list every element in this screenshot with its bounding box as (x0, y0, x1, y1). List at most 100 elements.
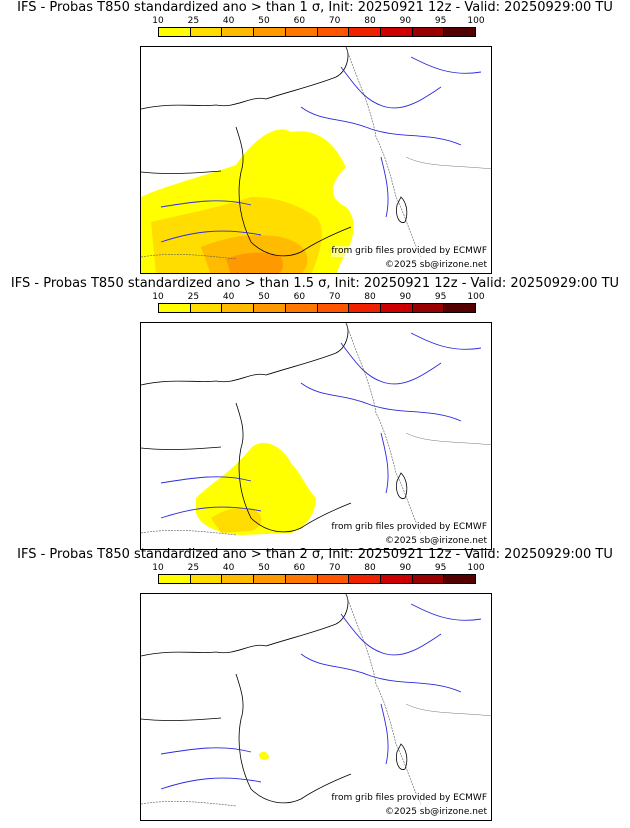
legend-swatch (254, 575, 286, 583)
border (405, 432, 491, 446)
river (160, 230, 262, 243)
river (300, 653, 462, 693)
legend-swatch (254, 28, 286, 36)
color-legend: 10 25 40 50 60 70 80 90 95 100 (152, 16, 485, 40)
legend-swatch (412, 304, 445, 312)
legend-swatch (285, 575, 318, 583)
river (160, 747, 252, 755)
legend-tick-label: 95 (434, 16, 447, 26)
legend-tick-label: 10 (152, 563, 164, 573)
legend-tick-label: 90 (399, 16, 412, 26)
island-corsica (396, 196, 408, 223)
source-credit: from grib files provided by ECMWF (331, 793, 487, 804)
legend-swatch (349, 575, 381, 583)
legend-tick-label: 50 (258, 563, 270, 573)
panel-1sigma: IFS - Probas T850 standardized ano > tha… (0, 0, 630, 276)
legend-swatch (159, 575, 191, 583)
legend-swatch (222, 304, 255, 312)
river (340, 342, 442, 385)
border (405, 156, 491, 170)
legend-tick-label: 95 (434, 563, 447, 573)
legend-swatch (412, 575, 445, 583)
legend-swatch (412, 28, 445, 36)
map-canvas (141, 594, 491, 807)
legend-tick-label: 100 (467, 563, 485, 573)
prob-area-10 (259, 751, 269, 761)
legend-tick-label: 80 (364, 563, 376, 573)
legend-swatch (317, 304, 350, 312)
panel-1-5sigma: IFS - Probas T850 standardized ano > tha… (0, 276, 630, 552)
coastline (141, 594, 349, 657)
prob-area-50 (226, 252, 284, 273)
legend-tick-label: 90 (399, 563, 412, 573)
legend-swatch (317, 575, 350, 583)
coastline (141, 717, 222, 721)
legend-ticks: 10 25 40 50 60 70 80 90 95 100 (152, 292, 484, 302)
legend-tick-label: 90 (399, 292, 412, 302)
legend-swatch (380, 304, 413, 312)
river (410, 603, 482, 621)
legend-swatch (190, 575, 223, 583)
coastline (141, 446, 222, 450)
panel-title: IFS - Probas T850 standardized ano > tha… (17, 0, 613, 15)
legend-tick-label: 10 (152, 292, 164, 302)
river (340, 66, 442, 109)
legend-bar (158, 303, 476, 313)
border (345, 594, 422, 805)
river (340, 613, 442, 656)
river (380, 432, 389, 494)
legend-tick-label: 10 (152, 16, 164, 26)
border (141, 254, 237, 260)
legend-tick-label: 40 (222, 563, 235, 573)
coastline (235, 126, 352, 257)
legend-swatch (159, 304, 191, 312)
probability-map: from grib files provided by ECMWF ©2025 … (140, 322, 492, 550)
river (300, 106, 462, 146)
legend-swatch (444, 304, 476, 312)
legend-tick-label: 40 (222, 292, 235, 302)
legend-tick-label: 95 (434, 292, 447, 302)
legend-tick-label: 40 (222, 16, 235, 26)
legend-tick-label: 100 (467, 16, 485, 26)
legend-swatch (285, 304, 318, 312)
legend-swatch (190, 304, 223, 312)
island-corsica (396, 472, 408, 499)
legend-swatch (222, 575, 255, 583)
coastline (235, 673, 352, 804)
legend-tick-label: 60 (293, 16, 306, 26)
copyright: ©2025 sb@irizone.net (385, 260, 487, 271)
legend-tick-label: 70 (328, 16, 341, 26)
border (405, 703, 491, 717)
legend-tick-label: 70 (328, 563, 341, 573)
river (380, 156, 389, 218)
legend-swatch (159, 28, 191, 36)
panel-title: IFS - Probas T850 standardized ano > tha… (10, 276, 620, 291)
legend-swatch (349, 28, 381, 36)
legend-bar (158, 574, 476, 584)
probability-map: from grib files provided by ECMWF ©2025 … (140, 46, 492, 274)
source-credit: from grib files provided by ECMWF (331, 522, 487, 533)
island-corsica (396, 743, 408, 770)
legend-ticks: 10 25 40 50 60 70 80 90 95 100 (152, 563, 484, 573)
river (160, 200, 252, 208)
border (345, 47, 422, 258)
legend-tick-label: 80 (364, 16, 376, 26)
river (410, 56, 482, 74)
river (160, 476, 252, 484)
legend-tick-label: 80 (364, 292, 376, 302)
legend-swatch (317, 28, 350, 36)
river (160, 506, 262, 519)
legend-swatch (444, 28, 476, 36)
coastline (141, 323, 349, 386)
coastline (141, 170, 222, 174)
legend-tick-label: 25 (187, 563, 200, 573)
color-legend: 10 25 40 50 60 70 80 90 95 100 (152, 563, 485, 587)
map-canvas (141, 47, 491, 273)
legend-swatch (190, 28, 223, 36)
border (141, 530, 237, 536)
color-legend: 10 25 40 50 60 70 80 90 95 100 (152, 292, 485, 316)
copyright: ©2025 sb@irizone.net (385, 807, 487, 818)
legend-swatch (254, 304, 286, 312)
legend-tick-label: 25 (187, 16, 200, 26)
river (300, 382, 462, 422)
